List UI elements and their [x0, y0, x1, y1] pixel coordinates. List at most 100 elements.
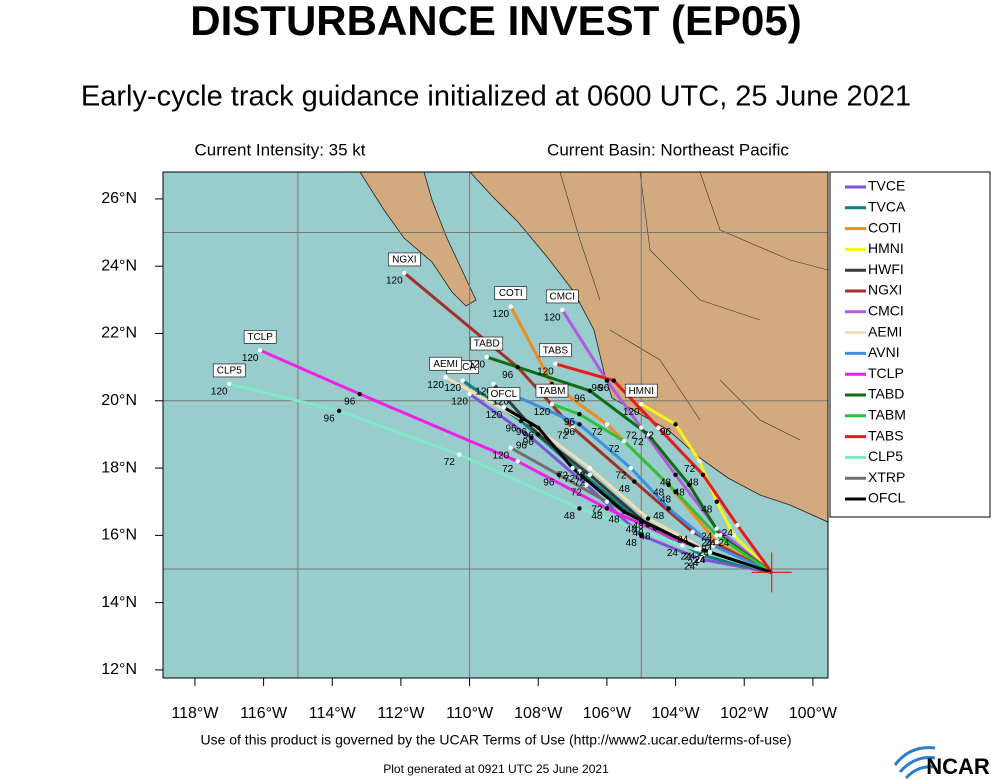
tracks: 2448729612024487296120TVCA24487296120COT… [211, 252, 792, 593]
track-point [711, 543, 716, 548]
model-tag-box [535, 383, 569, 398]
model-tag-box [212, 363, 246, 378]
logo: NCAR [926, 754, 990, 779]
hour-label: 96 [523, 430, 535, 441]
track-point [639, 519, 644, 525]
basin: Current Basin: Northeast Pacific [547, 140, 789, 159]
hour-label: 120 [534, 407, 551, 418]
track-point [687, 482, 692, 488]
y-tick-label: 14°N [101, 594, 137, 611]
hour-label: 120 [211, 387, 228, 398]
track-point [518, 418, 524, 424]
hour-label: 72 [574, 471, 586, 482]
hour-label: 120 [492, 397, 509, 408]
y-tick-label: 20°N [101, 392, 137, 409]
track-point [673, 422, 678, 427]
track-point [570, 425, 575, 430]
map-area: 2448729612024487296120TVCA24487296120COT… [163, 172, 828, 678]
track-point [666, 482, 671, 488]
hour-label: 48 [653, 511, 665, 522]
y-tick-label: 18°N [101, 459, 137, 476]
track-point [257, 348, 263, 353]
title: DISTURBANCE INVEST (EP05) [190, 0, 801, 44]
hour-label: 24 [701, 538, 713, 549]
track-point [604, 422, 610, 427]
track-point [549, 401, 555, 407]
hour-label: 24 [684, 551, 696, 562]
hour-label: 72 [591, 427, 603, 438]
legend-label: XTRP [868, 469, 905, 485]
hour-label: 72 [591, 504, 603, 515]
legend-label: COTI [868, 219, 901, 235]
track-point [621, 509, 627, 515]
track-point [673, 472, 678, 477]
track-point [587, 465, 592, 471]
y-tick-label: 24°N [101, 257, 137, 274]
track-point [587, 472, 592, 477]
legend-label: TVCE [868, 178, 905, 194]
model-tag: OFCL [491, 389, 518, 400]
track-point [714, 499, 719, 504]
model-tag: AEMI [433, 359, 457, 370]
legend-label: HMNI [868, 240, 904, 256]
hour-label: 96 [591, 383, 603, 394]
hour-label: 120 [537, 366, 554, 377]
track-point [529, 435, 534, 440]
hour-label: 48 [674, 488, 686, 499]
track-line [551, 402, 773, 574]
y-tick-label: 12°N [101, 661, 137, 678]
hour-label: 96 [574, 393, 586, 404]
track-point [491, 381, 496, 387]
hour-label: 96 [516, 440, 528, 451]
model-tag: TVCA [449, 362, 476, 373]
hour-label: 96 [324, 414, 336, 425]
track-point [673, 489, 678, 494]
hour-label: 96 [598, 383, 610, 394]
hour-label: 120 [451, 397, 468, 408]
track-point [604, 506, 610, 511]
hour-label: 120 [386, 276, 403, 287]
model-tag-box [470, 336, 504, 351]
hour-label: 120 [475, 387, 492, 398]
state-borders [559, 172, 828, 441]
track-point [227, 381, 232, 387]
hour-label: 48 [591, 511, 603, 522]
model-tag: TCLP [247, 332, 273, 343]
track-point [556, 472, 562, 477]
y-tick-label: 22°N [101, 325, 137, 342]
model-tag-box [388, 252, 421, 267]
hour-label: 72 [609, 444, 621, 455]
hour-label: 120 [623, 407, 640, 418]
generated: Plot generated at 0921 UTC 25 June 2021 [383, 762, 609, 776]
hour-label: 96 [660, 427, 672, 438]
track-point [697, 546, 702, 552]
model-tag: TABM [538, 386, 565, 397]
track-point [714, 526, 719, 531]
hour-label: 72 [502, 464, 514, 475]
hour-label: 96 [506, 424, 518, 435]
track-point [604, 499, 610, 504]
hour-label: 72 [557, 430, 569, 441]
map-frame [162, 171, 829, 679]
track-point [697, 459, 702, 464]
legend-label: TCLP [868, 365, 904, 381]
track-point [484, 354, 489, 360]
track-point [707, 549, 713, 555]
hour-label: 120 [444, 383, 461, 394]
model-tag: NGXI [392, 255, 416, 266]
track-point [604, 378, 610, 383]
x-tick-label: 112°W [377, 705, 425, 722]
track-point [560, 307, 565, 313]
track-point [508, 304, 513, 309]
hour-label: 24 [698, 548, 710, 559]
hour-label: 48 [660, 477, 672, 488]
track-point [690, 529, 695, 535]
legend-label: OFCL [868, 490, 906, 506]
track-point [700, 472, 706, 477]
model-tag-box [243, 330, 277, 344]
hour-label: 96 [564, 427, 576, 438]
hour-label: 72 [633, 437, 645, 448]
x-tick-label: 118°W [171, 705, 219, 722]
hour-label: 24 [722, 528, 734, 539]
x-tick-label: 104°W [651, 705, 700, 722]
